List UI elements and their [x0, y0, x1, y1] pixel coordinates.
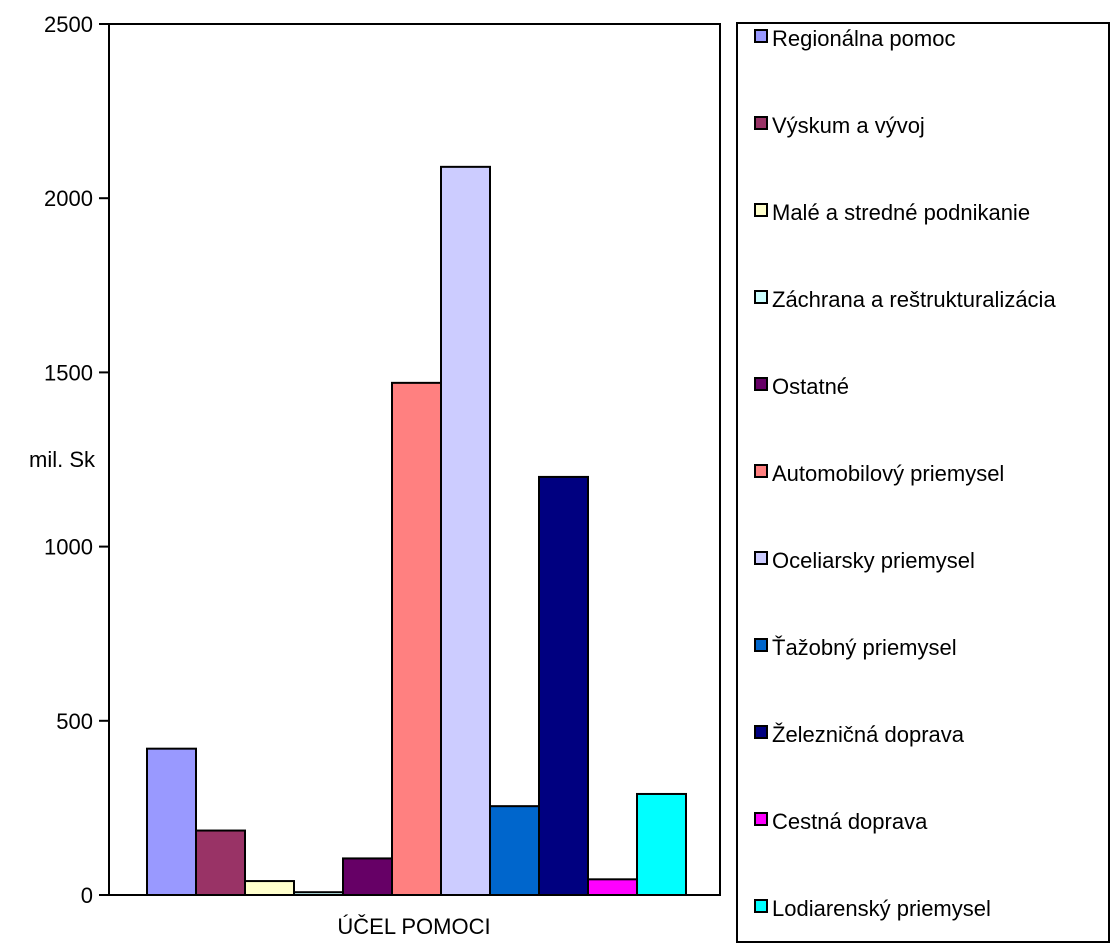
legend-item: Regionálna pomoc — [754, 24, 1104, 54]
bar — [391, 381, 442, 896]
legend-swatch — [754, 290, 768, 304]
bar — [538, 475, 589, 896]
legend-swatch — [754, 464, 768, 478]
y-tick-label: 2000 — [44, 186, 93, 211]
legend-swatch — [754, 725, 768, 739]
legend-swatch — [754, 812, 768, 826]
legend-item: Ostatné — [754, 372, 1104, 402]
legend-label: Automobilový priemysel — [772, 461, 1005, 486]
plot-area-frame — [108, 23, 721, 896]
legend-swatch — [754, 203, 768, 217]
legend-swatch — [754, 116, 768, 130]
bar — [440, 165, 491, 896]
legend-label: Cestná doprava — [772, 809, 928, 834]
legend-item: Lodiarenský priemysel — [754, 894, 1104, 924]
legend-item: Malé a stredné podnikanie — [754, 198, 1104, 228]
bar — [342, 857, 393, 897]
bar — [195, 829, 246, 897]
bar — [587, 878, 638, 897]
legend-item: Oceliarsky priemysel — [754, 546, 1104, 576]
bars — [146, 165, 687, 897]
legend-label: Regionálna pomoc — [772, 26, 956, 51]
y-tick-label: 2500 — [44, 12, 93, 37]
legend-label: Výskum a vývoj — [772, 113, 925, 138]
x-axis-label: ÚČEL POMOCI — [337, 914, 490, 939]
legend-swatch — [754, 377, 768, 391]
legend-label: Ťažobný priemysel — [772, 635, 957, 660]
legend-item: Automobilový priemysel — [754, 459, 1104, 489]
y-tick-label: 1500 — [44, 360, 93, 385]
y-tick-label: 500 — [56, 709, 93, 734]
bar — [489, 805, 540, 897]
bar — [146, 747, 197, 896]
legend-label: Oceliarsky priemysel — [772, 548, 975, 573]
legend-label: Železničná doprava — [772, 722, 965, 747]
legend-swatch — [754, 899, 768, 913]
bar-chart: 0 500 1000 1500 2000 2500 mil. Sk ÚČEL POMOCI — [29, 12, 721, 939]
legend: Regionálna pomoc Výskum a vývoj Malé a str… — [736, 22, 1110, 943]
legend-swatch — [754, 551, 768, 565]
legend-item: Cestná doprava — [754, 807, 1104, 837]
bar — [244, 880, 295, 897]
legend-label: Ostatné — [772, 374, 850, 399]
y-axis-ticks: 0 500 1000 1500 2000 2500 — [44, 12, 109, 908]
legend-swatch — [754, 29, 768, 43]
y-tick-label: 0 — [81, 883, 93, 908]
bar — [636, 792, 687, 896]
legend-item: Ťažobný priemysel — [754, 633, 1104, 663]
legend-item: Železničná doprava — [754, 720, 1104, 750]
legend-item: Výskum a vývoj — [754, 111, 1104, 141]
legend-item: Záchrana a reštrukturalizácia — [754, 285, 1104, 315]
legend-swatch — [754, 638, 768, 652]
legend-label: Záchrana a reštrukturalizácia — [772, 287, 1056, 312]
legend-label: Lodiarenský priemysel — [772, 896, 991, 921]
y-tick-label: 1000 — [44, 535, 93, 560]
legend-label: Malé a stredné podnikanie — [772, 200, 1031, 225]
y-axis-label: mil. Sk — [29, 447, 96, 472]
